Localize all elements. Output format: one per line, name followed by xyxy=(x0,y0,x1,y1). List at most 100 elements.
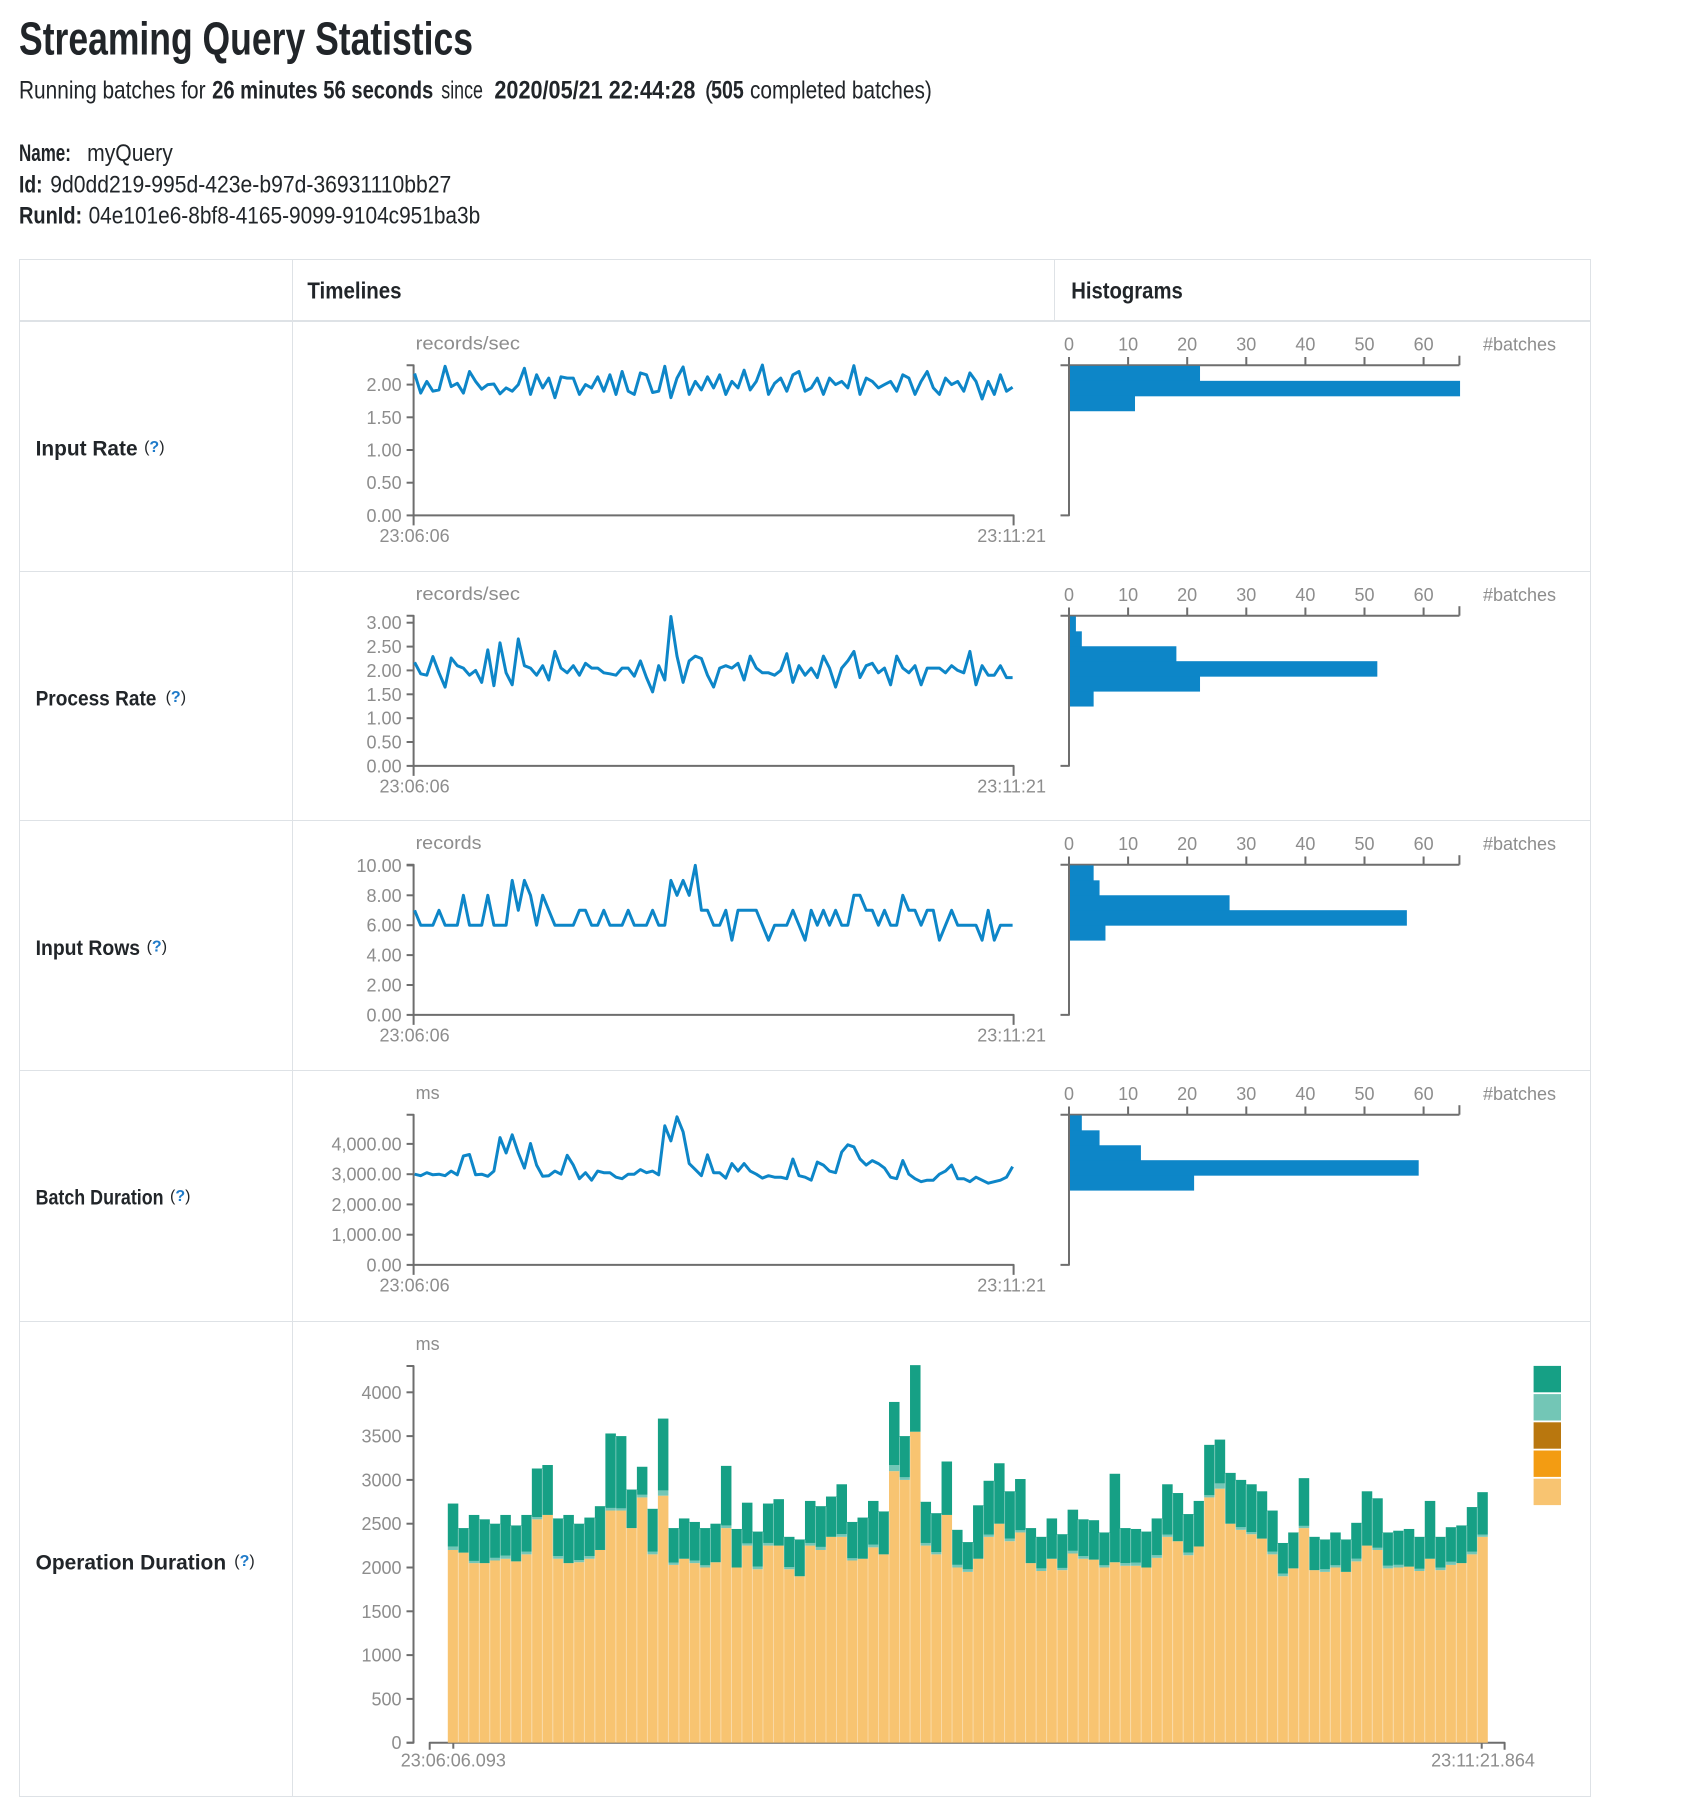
svg-text:40: 40 xyxy=(1295,335,1315,355)
svg-text:50: 50 xyxy=(1354,834,1374,854)
svg-text:23:06:06: 23:06:06 xyxy=(380,1276,450,1296)
svg-text:23:06:06: 23:06:06 xyxy=(380,526,450,546)
svg-text:10: 10 xyxy=(1118,335,1138,355)
svg-text:Input Rows: Input Rows xyxy=(36,937,141,960)
svg-text:1,000.00: 1,000.00 xyxy=(332,1225,402,1245)
svg-text:Name:: Name: xyxy=(19,140,71,167)
svg-text:completed batches): completed batches) xyxy=(750,76,932,104)
svg-text:30: 30 xyxy=(1236,1084,1256,1104)
svg-text:4,000.00: 4,000.00 xyxy=(332,1134,402,1154)
svg-text:23:06:06: 23:06:06 xyxy=(380,777,450,797)
svg-text:2,000.00: 2,000.00 xyxy=(332,1195,402,1215)
svg-text:8.00: 8.00 xyxy=(367,886,402,906)
svg-text:1.00: 1.00 xyxy=(367,441,402,461)
svg-text:3.00: 3.00 xyxy=(367,613,402,633)
svg-text:Timelines: Timelines xyxy=(307,278,401,304)
svg-text:2500: 2500 xyxy=(361,1514,401,1534)
svg-text:#batches: #batches xyxy=(1483,1084,1556,1104)
svg-text:2.00: 2.00 xyxy=(367,976,402,996)
svg-text:0: 0 xyxy=(391,1733,401,1753)
svg-text:(?): (?) xyxy=(147,939,167,956)
svg-text:(: ( xyxy=(705,76,714,104)
svg-text:0: 0 xyxy=(1064,1084,1074,1104)
svg-text:60: 60 xyxy=(1414,1084,1434,1104)
svg-text:60: 60 xyxy=(1414,335,1434,355)
svg-text:26 minutes 56 seconds: 26 minutes 56 seconds xyxy=(212,76,433,104)
svg-text:ms: ms xyxy=(416,1083,440,1103)
svg-text:2.50: 2.50 xyxy=(367,637,402,657)
svg-text:500: 500 xyxy=(371,1689,401,1709)
svg-text:0.50: 0.50 xyxy=(367,473,402,493)
svg-text:23:06:06.093: 23:06:06.093 xyxy=(401,1751,506,1771)
svg-text:50: 50 xyxy=(1354,1084,1374,1104)
svg-text:20: 20 xyxy=(1177,834,1197,854)
svg-text:2020/05/21 22:44:28: 2020/05/21 22:44:28 xyxy=(494,76,695,104)
svg-text:30: 30 xyxy=(1236,834,1256,854)
svg-text:9d0dd219-995d-423e-b97d-369311: 9d0dd219-995d-423e-b97d-36931110bb27 xyxy=(50,171,451,198)
svg-text:3500: 3500 xyxy=(361,1427,401,1447)
svg-text:10: 10 xyxy=(1118,834,1138,854)
svg-text:23:11:21: 23:11:21 xyxy=(977,777,1046,797)
svg-text:505: 505 xyxy=(711,76,744,104)
svg-text:#batches: #batches xyxy=(1483,585,1556,605)
svg-text:6.00: 6.00 xyxy=(367,916,402,936)
svg-text:60: 60 xyxy=(1414,834,1434,854)
svg-text:(?): (?) xyxy=(166,689,186,706)
svg-text:3000: 3000 xyxy=(361,1470,401,1490)
svg-text:since: since xyxy=(441,76,483,104)
svg-text:myQuery: myQuery xyxy=(87,140,173,167)
svg-text:Process Rate: Process Rate xyxy=(36,688,157,711)
svg-text:60: 60 xyxy=(1414,585,1434,605)
svg-text:0.00: 0.00 xyxy=(367,756,402,776)
svg-text:#batches: #batches xyxy=(1483,834,1556,854)
svg-text:records/sec: records/sec xyxy=(416,584,520,604)
svg-text:(?): (?) xyxy=(144,439,164,456)
svg-text:2000: 2000 xyxy=(361,1558,401,1578)
svg-text:40: 40 xyxy=(1295,585,1315,605)
svg-text:30: 30 xyxy=(1236,335,1256,355)
svg-text:23:11:21: 23:11:21 xyxy=(977,1276,1046,1296)
svg-text:23:11:21: 23:11:21 xyxy=(977,526,1046,546)
svg-text:RunId:: RunId: xyxy=(19,203,82,230)
svg-text:Batch Duration: Batch Duration xyxy=(36,1187,164,1210)
svg-text:Id:: Id: xyxy=(19,171,43,198)
svg-text:40: 40 xyxy=(1295,834,1315,854)
svg-text:0: 0 xyxy=(1064,335,1074,355)
svg-text:2.00: 2.00 xyxy=(367,375,402,395)
svg-text:20: 20 xyxy=(1177,335,1197,355)
svg-text:1.50: 1.50 xyxy=(367,685,402,705)
svg-text:1000: 1000 xyxy=(361,1646,401,1666)
svg-text:3,000.00: 3,000.00 xyxy=(332,1165,402,1185)
svg-text:23:11:21: 23:11:21 xyxy=(977,1026,1046,1046)
svg-text:50: 50 xyxy=(1354,335,1374,355)
svg-text:10: 10 xyxy=(1118,1084,1138,1104)
svg-text:1.00: 1.00 xyxy=(367,709,402,729)
svg-text:30: 30 xyxy=(1236,585,1256,605)
svg-text:50: 50 xyxy=(1354,585,1374,605)
svg-text:04e101e6-8bf8-4165-9099-9104c9: 04e101e6-8bf8-4165-9099-9104c951ba3b xyxy=(89,203,481,230)
svg-text:1500: 1500 xyxy=(361,1602,401,1622)
svg-text:0: 0 xyxy=(1064,585,1074,605)
svg-text:Input Rate: Input Rate xyxy=(36,438,138,461)
svg-text:20: 20 xyxy=(1177,1084,1197,1104)
svg-text:#batches: #batches xyxy=(1483,335,1556,355)
svg-text:(?): (?) xyxy=(234,1553,254,1570)
svg-text:2.00: 2.00 xyxy=(367,661,402,681)
svg-text:40: 40 xyxy=(1295,1084,1315,1104)
svg-text:Streaming Query Statistics: Streaming Query Statistics xyxy=(19,13,473,65)
svg-text:0.50: 0.50 xyxy=(367,733,402,753)
svg-text:23:11:21.864: 23:11:21.864 xyxy=(1431,1751,1535,1771)
svg-text:10: 10 xyxy=(1118,585,1138,605)
svg-text:0: 0 xyxy=(1064,834,1074,854)
svg-text:Running batches for: Running batches for xyxy=(19,76,206,104)
svg-text:1.50: 1.50 xyxy=(367,408,402,428)
svg-text:0.00: 0.00 xyxy=(367,506,402,526)
svg-text:0.00: 0.00 xyxy=(367,1255,402,1275)
svg-text:Histograms: Histograms xyxy=(1071,278,1183,304)
svg-text:ms: ms xyxy=(416,1334,440,1354)
svg-text:4.00: 4.00 xyxy=(367,946,402,966)
svg-text:23:06:06: 23:06:06 xyxy=(380,1026,450,1046)
svg-text:(?): (?) xyxy=(170,1188,190,1205)
svg-text:0.00: 0.00 xyxy=(367,1005,402,1025)
svg-text:records/sec: records/sec xyxy=(416,334,520,354)
